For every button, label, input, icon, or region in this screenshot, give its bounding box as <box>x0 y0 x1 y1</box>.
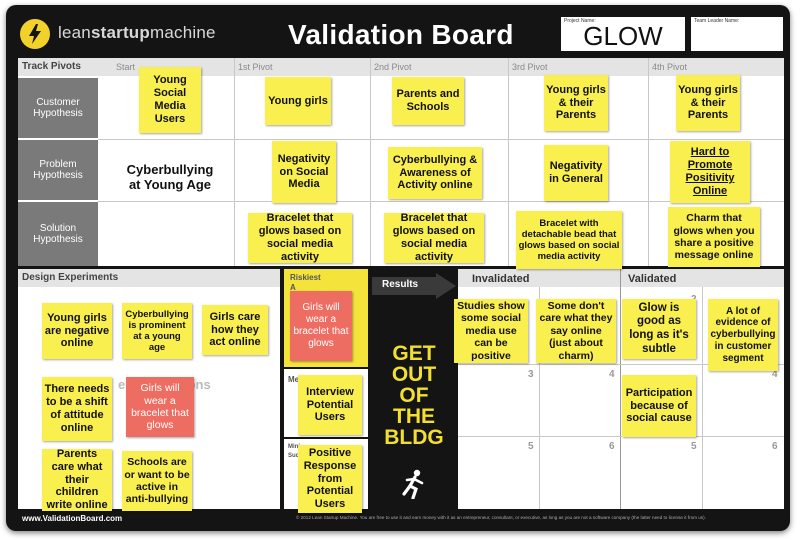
get-out-of-building-text: GET OUT OF THE BLDG <box>384 342 444 449</box>
invalidated-label: Invalidated <box>472 273 530 285</box>
row-label-solution: Solution Hypothesis <box>18 202 98 266</box>
pivot-header-start: Start <box>116 62 136 72</box>
sticky-note-customer-start[interactable]: Young Social Media Users <box>139 67 201 133</box>
row-label-customer: Customer Hypothesis <box>18 78 98 138</box>
sticky-note-assumption[interactable]: Schools are or want to be active in anti… <box>122 451 192 511</box>
grid-divider <box>702 287 703 509</box>
sticky-note-assumption[interactable]: There needs to be a shift of attitude on… <box>42 377 112 441</box>
sticky-note-assumption[interactable]: Cyberbullying is prominent at a young ag… <box>122 303 192 359</box>
results-panel: Results GET OUT OF THE BLDG <box>372 269 456 509</box>
pivot-header-4th: 4th Pivot <box>652 62 688 72</box>
cell-number: 5 <box>691 441 697 452</box>
cell-number: 6 <box>772 441 778 452</box>
sticky-note-solution-3rd[interactable]: Bracelet with detachable bead that glows… <box>516 211 622 269</box>
cell-number: 3 <box>528 369 534 380</box>
grid-divider <box>98 139 784 140</box>
sticky-note-problem-1st[interactable]: Negativity on Social Media <box>272 141 336 203</box>
validated-label: Validated <box>628 273 677 285</box>
cell-number: 4 <box>609 369 615 380</box>
sticky-note-customer-3rd[interactable]: Young girls & their Parents <box>544 75 608 131</box>
grid-divider <box>620 269 621 509</box>
track-pivots-label: Track Pivots <box>22 61 81 72</box>
board-title: Validation Board <box>288 19 514 50</box>
sticky-note-validated[interactable]: Participation because of social cause <box>622 375 696 437</box>
grid-divider <box>539 287 540 509</box>
sticky-note-assumption[interactable]: Young girls are negative online <box>42 303 112 359</box>
sticky-note-problem-2nd[interactable]: Cyberbullying & Awareness of Activity on… <box>388 147 482 199</box>
sticky-note-problem-3rd[interactable]: Negativity in General <box>544 145 608 201</box>
sticky-note-invalidated[interactable]: Studies show some social media use can b… <box>454 299 528 363</box>
sticky-note-assumption[interactable]: Parents care what their children write o… <box>42 448 112 511</box>
design-experiments-label: Design Experiments <box>22 272 119 283</box>
grid-divider <box>458 436 784 437</box>
sticky-note-customer-2nd[interactable]: Parents and Schools <box>392 77 464 125</box>
project-name-label: Project Name: <box>564 18 596 24</box>
riskiest-label: Riskiest A <box>290 273 321 292</box>
footer-copyright: © 2012 Lean Startup Machine. You are fre… <box>296 515 706 520</box>
sticky-note-validated[interactable]: Glow is good as long as it's subtle <box>622 299 696 359</box>
sticky-note-problem-start[interactable]: Cyberbullying at Young Age <box>126 161 214 192</box>
sticky-note-problem-4th[interactable]: Hard to Promote Positivity Online <box>670 141 750 203</box>
grid-divider <box>458 364 784 365</box>
grid-divider <box>98 201 784 202</box>
sticky-note-solution-2nd[interactable]: Bracelet that glows based on social medi… <box>384 212 484 263</box>
sticky-note-assumption[interactable]: Girls care how they act online <box>202 305 268 355</box>
design-experiments-header <box>18 269 280 287</box>
team-leader-label: Team Leader Name: <box>694 18 740 24</box>
cell-number: 4 <box>772 369 778 380</box>
running-man-icon <box>402 469 424 499</box>
sticky-note-riskiest-assumption[interactable]: Girls will wear a bracelet that glows <box>290 291 352 361</box>
pivot-header-1st: 1st Pivot <box>238 62 273 72</box>
sticky-note-assumption-pink[interactable]: Girls will wear a bracelet that glows <box>126 377 194 437</box>
pivot-header-3rd: 3rd Pivot <box>512 62 548 72</box>
project-name-field[interactable]: Project Name: GLOW <box>561 17 685 51</box>
method-label: Me <box>288 375 300 384</box>
sticky-note-criterion[interactable]: Positive Response from Potential Users <box>298 445 362 513</box>
sticky-note-solution-1st[interactable]: Bracelet that glows based on social medi… <box>248 212 352 263</box>
sticky-note-invalidated[interactable]: Some don't care what they say online (ju… <box>536 299 616 363</box>
cell-number: 6 <box>609 441 615 452</box>
brand-name: leanstartupmachine <box>58 23 216 42</box>
sticky-note-validated[interactable]: A lot of evidence of cyberbullying in cu… <box>708 299 778 371</box>
grid-divider <box>234 58 235 266</box>
sticky-note-method[interactable]: Interview Potential Users <box>298 375 362 435</box>
results-arrow-icon <box>372 273 456 299</box>
validation-board: leanstartupmachine Validation Board Proj… <box>6 5 790 531</box>
grid-divider <box>648 58 649 266</box>
footer-url[interactable]: www.ValidationBoard.com <box>22 514 123 523</box>
row-label-problem: Problem Hypothesis <box>18 140 98 200</box>
track-pivots-header <box>18 58 784 76</box>
team-leader-field[interactable]: Team Leader Name: <box>691 17 783 51</box>
project-name-value: GLOW <box>583 21 663 51</box>
sticky-note-customer-1st[interactable]: Young girls <box>265 77 331 125</box>
cell-number: 5 <box>528 441 534 452</box>
grid-divider <box>508 58 509 266</box>
pivot-header-2nd: 2nd Pivot <box>374 62 412 72</box>
grid-divider <box>370 58 371 266</box>
lightning-logo-icon <box>20 19 50 49</box>
results-label: Results <box>382 279 419 290</box>
results-grid-header <box>458 269 784 287</box>
sticky-note-customer-4th[interactable]: Young girls & their Parents <box>676 75 740 131</box>
sticky-note-solution-4th[interactable]: Charm that glows when you share a positi… <box>668 207 760 267</box>
